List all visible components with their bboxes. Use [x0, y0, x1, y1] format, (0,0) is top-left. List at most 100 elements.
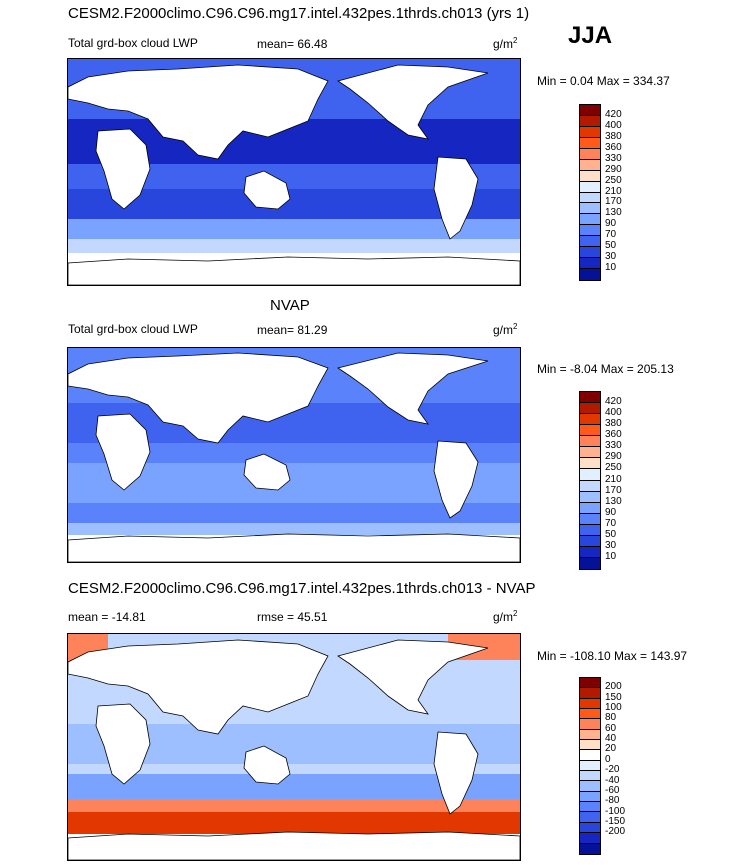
- panel1-colorbar-label: 210: [605, 185, 622, 197]
- panel1-colorbar-swatch: [580, 269, 600, 280]
- panel2-colorbar-swatch: [580, 557, 600, 569]
- panel2-colorbar-swatch: [580, 436, 600, 448]
- panel2-colorbar-label: 30: [605, 539, 617, 551]
- panel2-colorbar-swatch: [580, 414, 600, 426]
- panel3-land: [68, 639, 520, 860]
- panel3-colorbar-label: 100: [605, 702, 622, 714]
- panel2-south-pale: [68, 523, 520, 535]
- panel3-colorbar-label: -20: [605, 764, 620, 776]
- panel3-colorbar-swatch: [580, 791, 600, 803]
- panel2-colorbar: [579, 391, 601, 570]
- panel2-colorbar-swatch: [580, 491, 600, 503]
- panel3-colorbar-label: 200: [605, 681, 622, 693]
- panel2-colorbar-label: 50: [605, 528, 617, 540]
- panel1-colorbar: [579, 104, 601, 281]
- panel2-colorbar-label: 360: [605, 429, 622, 441]
- panel3-map-svg: [68, 634, 520, 860]
- panel2-colorbar-swatch: [580, 458, 600, 470]
- panel1-colorbar-swatch: [580, 126, 600, 138]
- panel1-colorbar-label: 90: [605, 218, 617, 230]
- panel3-colorbar-label: 0: [605, 753, 611, 765]
- panel2-map-svg: [68, 348, 520, 562]
- panel2-south-light: [68, 503, 520, 523]
- panel1-variable-label: Total grd-box cloud LWP: [68, 36, 198, 50]
- panel2-units: g/m2: [493, 322, 518, 337]
- panel3-colorbar-label: 80: [605, 712, 617, 724]
- panel2-colorbar-swatch: [580, 535, 600, 547]
- panel2-colorbar-swatch: [580, 513, 600, 525]
- panel2-colorbar-label: 250: [605, 462, 622, 474]
- panel1-colorbar-label: 70: [605, 229, 617, 241]
- panel1-colorbar-label: 330: [605, 152, 622, 164]
- panel1-minmax: Min = 0.04 Max = 334.37: [537, 74, 670, 88]
- panel1-colorbar-label: 30: [605, 251, 617, 263]
- panel3-rmse-label: rmse = 45.51: [257, 610, 328, 624]
- panel2-land: [68, 352, 520, 562]
- panel2-colorbar-label: 400: [605, 407, 622, 419]
- panel3-colorbar-label: -100: [605, 805, 626, 817]
- panel1-title: CESM2.F2000climo.C96.C96.mg17.intel.432p…: [68, 5, 530, 22]
- panel2-mean-label: mean= 81.29: [257, 323, 328, 337]
- panel2-colorbar-swatch: [580, 480, 600, 492]
- panel3-colorbar-swatch: [580, 698, 600, 710]
- panel1-south-light: [68, 219, 520, 239]
- panel3-units: g/m2: [493, 609, 518, 624]
- panel3-mean-label: mean = -14.81: [68, 610, 146, 624]
- panel1-colorbar-label: 130: [605, 207, 622, 219]
- panel1-colorbar-swatch: [580, 214, 600, 226]
- panel2-map: [67, 347, 521, 563]
- panel3-colorbar-swatch: [580, 678, 600, 689]
- panel1-colorbar-label: 50: [605, 240, 617, 252]
- panel3-colorbar-label: 60: [605, 722, 617, 734]
- panel1-colorbar-swatch: [580, 115, 600, 127]
- panel1-colorbar-label: 290: [605, 163, 622, 175]
- panel1-land: [68, 64, 520, 285]
- panel2-colorbar-swatch: [580, 546, 600, 558]
- panel1-colorbar-labels: 420 400 380 360 330 290 250 210 170 130 90 70 50 30 10: [605, 104, 645, 279]
- panel3-title: CESM2.F2000climo.C96.C96.mg17.intel.432p…: [68, 580, 536, 597]
- panel3-colorbar-label: -200: [605, 826, 626, 838]
- panel3-colorbar-swatch: [580, 709, 600, 720]
- panel3-south-light: [68, 812, 520, 834]
- panel3-colorbar-swatch: [580, 781, 600, 792]
- panel2-colorbar-label: 130: [605, 495, 622, 507]
- panel1-colorbar-label: 380: [605, 130, 622, 142]
- panel2-colorbar-label: 330: [605, 440, 622, 452]
- panel1-colorbar-swatch: [580, 192, 600, 204]
- panel3-colorbar-label: -150: [605, 815, 626, 827]
- panel2-colorbar-swatch: [580, 447, 600, 459]
- panel3-colorbar-label: 150: [605, 691, 622, 703]
- panel1-colorbar-swatch: [580, 247, 600, 259]
- panel3-colorbar-swatch: [580, 822, 600, 834]
- panel1-colorbar-label: 400: [605, 119, 622, 131]
- panel2-minmax: Min = -8.04 Max = 205.13: [537, 362, 674, 376]
- panel1-colorbar-swatch: [580, 159, 600, 171]
- panel2-colorbar-label: 170: [605, 484, 622, 496]
- panel1-colorbar-label: 10: [605, 262, 617, 274]
- panel1-colorbar-swatch: [580, 137, 600, 149]
- panel2-colorbar-label: 380: [605, 418, 622, 430]
- panel3-colorbar-label: 40: [605, 733, 617, 745]
- panel2-colorbar-label: 70: [605, 517, 617, 529]
- panel1-colorbar-swatch: [580, 170, 600, 182]
- panel1-mean-label: mean= 66.48: [257, 37, 328, 51]
- panel1-colorbar-label: 360: [605, 141, 622, 153]
- panel2-colorbar-label: 10: [605, 550, 617, 562]
- panel2-colorbar-swatch: [580, 403, 600, 415]
- panel2-colorbar-labels: 420 400 380 360 330 290 250 210 170 130 90 70 50 30 10: [605, 391, 645, 568]
- panel3-colorbar-swatch: [580, 750, 600, 761]
- panel3-map: [67, 633, 521, 861]
- panel3-colorbar-swatch: [580, 729, 600, 741]
- panel1-colorbar-swatch: [580, 148, 600, 160]
- panel2-colorbar-swatch: [580, 524, 600, 536]
- panel1-map: [67, 58, 521, 286]
- panel1-colorbar-swatch: [580, 105, 600, 116]
- panel3-colorbar-swatch: [580, 760, 600, 772]
- panel2-colorbar-swatch: [580, 392, 600, 404]
- panel3-colorbar-swatch: [580, 812, 600, 823]
- panel2-colorbar-label: 420: [605, 396, 622, 408]
- panel3-colorbar-label: -80: [605, 795, 620, 807]
- panel1-colorbar-swatch: [580, 258, 600, 270]
- season-label: JJA: [568, 22, 613, 49]
- panel3-colorbar-label: 20: [605, 743, 617, 755]
